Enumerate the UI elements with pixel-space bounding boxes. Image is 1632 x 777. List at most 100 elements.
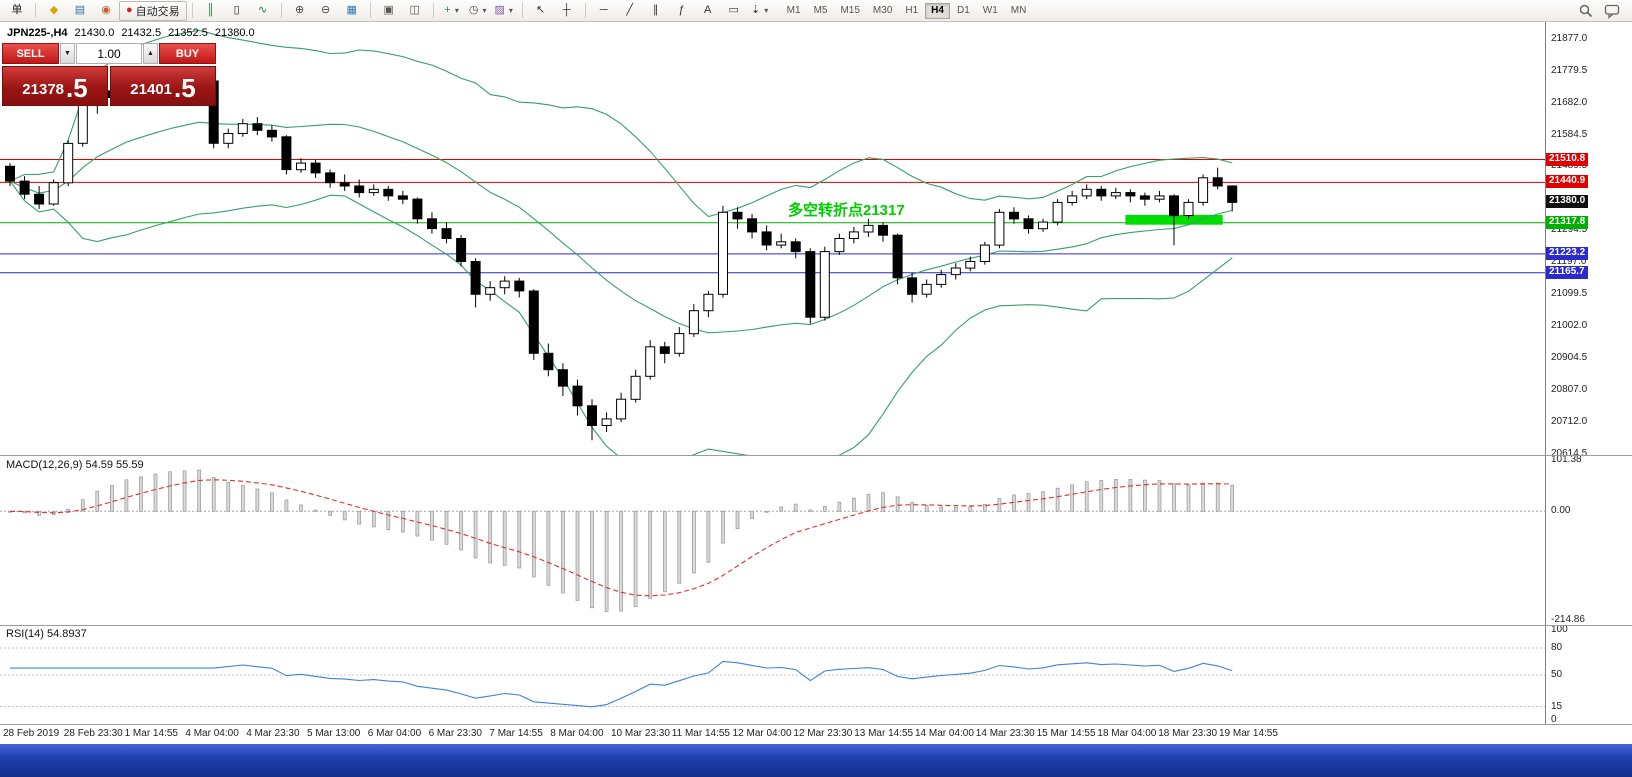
macd-histogram-bar bbox=[1186, 484, 1191, 512]
macd-histogram-bar bbox=[531, 510, 536, 578]
cascade-windows-button[interactable]: ◫ bbox=[402, 1, 428, 21]
rsi-label: RSI(14) 54.8937 bbox=[6, 628, 87, 640]
market-watch-button[interactable]: ▦ bbox=[339, 1, 365, 21]
buy-price-main: 21401 bbox=[130, 81, 173, 98]
cursor-button[interactable]: ↖ bbox=[528, 1, 554, 21]
macd-histogram-bar bbox=[401, 510, 405, 533]
price-level-badge: 21165.7 bbox=[1546, 265, 1588, 279]
candle bbox=[703, 293, 714, 312]
zoom-out-button[interactable]: ⊖ bbox=[313, 1, 339, 21]
candle bbox=[427, 218, 437, 230]
open-value: 21430.0 bbox=[74, 27, 115, 39]
timeframe-button-m30[interactable]: M30 bbox=[872, 4, 893, 16]
time-axis-label: 11 Mar 14:55 bbox=[671, 728, 730, 739]
candle bbox=[732, 211, 743, 220]
zoom-in-button[interactable]: ⊕ bbox=[287, 1, 313, 21]
main-chart[interactable] bbox=[0, 22, 1545, 455]
close-value: 21380.0 bbox=[214, 27, 255, 39]
timeframe-toolbar: M1 M5 M15 M30 H1 H4 D1 W1 MN bbox=[781, 2, 1033, 19]
macd-panel[interactable] bbox=[0, 456, 1545, 625]
macd-histogram-bar bbox=[37, 510, 41, 516]
templates-button[interactable]: ▨ ▾ bbox=[491, 1, 517, 21]
profiles-button[interactable]: ◉ bbox=[93, 1, 119, 21]
volume-increase-button[interactable]: ▲ bbox=[143, 43, 158, 64]
rsi-panel[interactable] bbox=[0, 626, 1545, 724]
timeframe-button-w1[interactable]: W1 bbox=[982, 4, 998, 16]
time-axis-label: 13 Mar 14:55 bbox=[854, 728, 914, 739]
crosshair-button[interactable]: ┼ bbox=[554, 1, 580, 21]
candle bbox=[805, 251, 816, 318]
macd-histogram-bar bbox=[953, 506, 958, 512]
new-order-button[interactable]: ◆ bbox=[41, 1, 67, 21]
horizontal-line-button[interactable]: ─ bbox=[591, 1, 617, 21]
candle bbox=[1110, 192, 1121, 197]
arrows-button[interactable]: ⇣ ▾ bbox=[747, 1, 773, 21]
buy-button[interactable]: BUY bbox=[159, 43, 216, 64]
candle bbox=[1198, 177, 1209, 203]
text-button[interactable]: A bbox=[695, 1, 721, 21]
time-axis-label: 4 Mar 23:30 bbox=[246, 728, 300, 739]
volume-decrease-button[interactable]: ▼ bbox=[60, 43, 75, 64]
channel-button[interactable]: ∥ bbox=[643, 1, 669, 21]
template-icon: ▨ bbox=[494, 4, 505, 16]
time-axis-label: 10 Mar 23:30 bbox=[611, 728, 670, 739]
candle bbox=[674, 333, 685, 354]
time-axis[interactable]: 28 Feb 2019 28 Feb 23:30 1 Mar 14:55 4 Mar … bbox=[0, 725, 1632, 744]
timeframe-button-mn[interactable]: MN bbox=[1010, 4, 1027, 16]
candle bbox=[718, 211, 728, 295]
turning-point-annotation[interactable]: 多空转折点21317 bbox=[788, 202, 905, 219]
candle bbox=[412, 198, 423, 220]
price-scale-label: 21197.0 bbox=[1551, 256, 1587, 268]
sell-button[interactable]: SELL bbox=[2, 43, 59, 64]
fibonacci-button[interactable]: ƒ bbox=[669, 1, 695, 21]
volume-field[interactable]: 1.00 bbox=[76, 43, 142, 64]
candle bbox=[776, 241, 787, 246]
text-label-button[interactable]: ▭ bbox=[721, 1, 747, 21]
macd-label: MACD(12,26,9) 54.59 55.59 bbox=[6, 459, 144, 471]
timeframe-button-h1[interactable]: H1 bbox=[905, 4, 919, 16]
macd-histogram-bar bbox=[721, 510, 725, 544]
trendline-button[interactable]: ╱ bbox=[617, 1, 643, 21]
add-indicator-icon: + bbox=[444, 4, 451, 16]
timeframe-button-m5[interactable]: M5 bbox=[813, 4, 828, 16]
new-order-icon: ◆ bbox=[49, 4, 59, 16]
macd-histogram-bar bbox=[226, 482, 231, 512]
indicators-button[interactable]: + ▾ bbox=[439, 1, 465, 21]
orders-menu-button[interactable]: 单 bbox=[4, 1, 30, 21]
candle bbox=[688, 310, 699, 335]
macd-histogram-bar bbox=[1084, 481, 1089, 512]
line-chart-button[interactable]: ∿ bbox=[250, 1, 276, 21]
candle bbox=[979, 244, 990, 263]
dropdown-caret-icon: ▾ bbox=[508, 6, 513, 15]
sell-price-display[interactable]: 21378 .5 bbox=[2, 66, 108, 106]
chat-icon[interactable] bbox=[1604, 3, 1620, 19]
tile-windows-button[interactable]: ▣ bbox=[376, 1, 402, 21]
time-axis-label: 28 Feb 2019 bbox=[3, 728, 60, 739]
periods-button[interactable]: ◷ ▾ bbox=[465, 1, 491, 21]
macd-histogram-bar bbox=[415, 510, 420, 537]
timeframe-button-m1[interactable]: M1 bbox=[786, 4, 801, 16]
auto-trading-button[interactable]: ● 自动交易 bbox=[119, 0, 187, 21]
macd-histogram-bar bbox=[575, 510, 580, 601]
buy-price-display[interactable]: 21401 .5 bbox=[110, 66, 216, 106]
timeframe-button-d1[interactable]: D1 bbox=[956, 4, 970, 16]
candlestick-chart-button[interactable]: ▯ bbox=[224, 1, 250, 21]
candle bbox=[1038, 221, 1048, 230]
new-chart-button[interactable]: ▤ bbox=[67, 1, 93, 21]
bar-chart-button[interactable]: ║ bbox=[198, 1, 224, 21]
timeframe-button-m15[interactable]: M15 bbox=[840, 4, 860, 16]
search-icon[interactable] bbox=[1578, 3, 1594, 19]
timeframe-button-h4[interactable]: H4 bbox=[925, 2, 950, 19]
rsi-scale-label: 50 bbox=[1551, 669, 1563, 680]
candle bbox=[1067, 195, 1078, 203]
candle bbox=[514, 280, 525, 292]
macd-histogram-bar bbox=[735, 510, 740, 529]
price-scale[interactable]: 21877.0 21779.5 21682.0 21584.5 21489.5 21294… bbox=[1546, 22, 1632, 744]
taskbar[interactable] bbox=[0, 744, 1632, 777]
candle bbox=[616, 398, 627, 420]
macd-histogram-bar bbox=[590, 510, 594, 609]
macd-histogram-bar bbox=[357, 510, 362, 525]
panel-separator[interactable] bbox=[0, 455, 1632, 456]
profiles-icon: ◉ bbox=[101, 4, 111, 16]
panel-separator[interactable] bbox=[0, 625, 1632, 626]
